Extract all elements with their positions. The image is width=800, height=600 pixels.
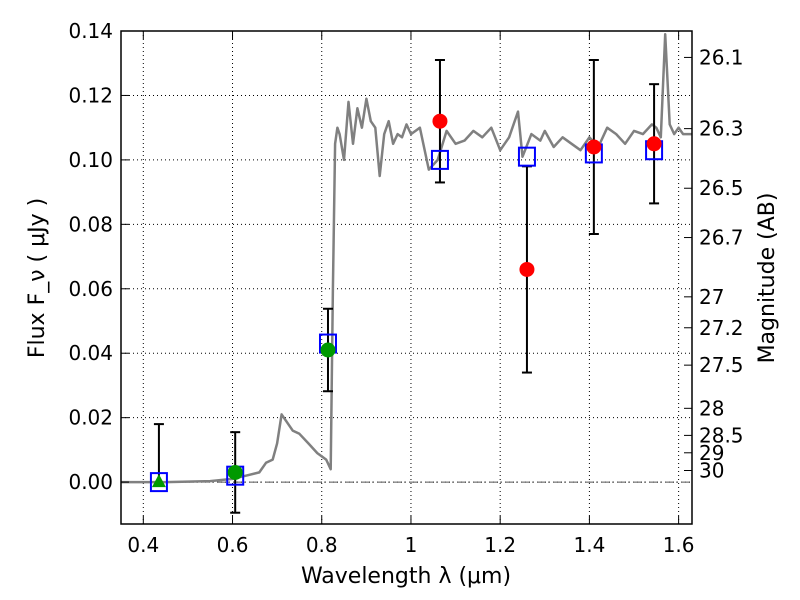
right-tick-label: 30	[699, 459, 724, 483]
right-tick-label: 27.5	[699, 353, 744, 377]
red-data-point	[432, 113, 448, 129]
model-spectrum-line	[121, 32, 692, 484]
axis-ticks: 0.4 0.6 0.8 1 1.2 1.4 1.6 0.00 0.02 0.04 0.06 0.08 0…	[68, 19, 743, 557]
right-tick-label: 29	[699, 441, 724, 465]
red-data-point	[646, 136, 662, 152]
y-tick-label: 0.08	[68, 212, 113, 236]
red-data-point	[586, 139, 602, 155]
data-points	[149, 59, 664, 514]
y-tick-label: 0.02	[68, 406, 113, 430]
right-axis-title: Magnitude (AB)	[755, 193, 780, 364]
right-tick-label: 27.2	[699, 316, 744, 340]
green-data-point	[320, 342, 336, 358]
y-tick-label: 0.06	[68, 277, 113, 301]
x-tick-label: 0.8	[306, 533, 338, 557]
y-tick-label: 0.04	[68, 341, 113, 365]
x-axis-title: Wavelength λ (μm)	[301, 564, 511, 589]
model-photometry-square	[517, 146, 536, 167]
model-photometry-square	[430, 149, 449, 170]
x-tick-label: 1.4	[573, 533, 605, 557]
right-tick-label: 28.5	[699, 423, 744, 447]
x-tick-label: 1.6	[663, 533, 695, 557]
right-tick-label: 28	[699, 396, 724, 420]
y-tick-label: 0.14	[68, 19, 113, 43]
x-tick-label: 0.4	[127, 533, 159, 557]
green-upper-limit-triangle	[151, 474, 166, 488]
x-tick-label: 1	[405, 533, 418, 557]
right-tick-label: 26.1	[699, 45, 744, 69]
red-data-point	[519, 261, 535, 277]
x-tick-label: 1.2	[484, 533, 516, 557]
right-tick-label: 26.3	[699, 117, 744, 141]
y-axis-title: Flux F_ν ( μJy )	[25, 198, 50, 358]
x-tick-label: 0.6	[217, 533, 249, 557]
right-tick-label: 26.7	[699, 226, 744, 250]
y-tick-label: 0.00	[68, 470, 113, 494]
right-tick-label: 26.5	[699, 176, 744, 200]
green-data-point	[227, 464, 243, 480]
y-tick-label: 0.12	[68, 83, 113, 107]
y-tick-label: 0.10	[68, 148, 113, 172]
right-tick-label: 27	[699, 285, 724, 309]
model-photometry-square	[149, 472, 168, 493]
plot-frame	[120, 30, 693, 525]
